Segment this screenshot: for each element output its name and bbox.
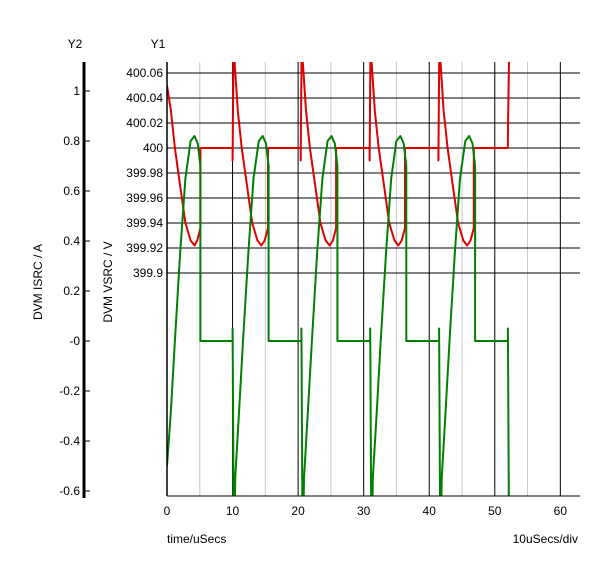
y1-tick-label: 400 — [143, 141, 163, 155]
x-tick-label: 0 — [164, 504, 171, 518]
axes: Y2 Y1 DVM ISRC / A DVM VSRC / V time/uSe… — [31, 37, 580, 546]
y1-axis-title: DVM VSRC / V — [101, 241, 115, 322]
series-layer — [167, 62, 510, 496]
y2-axis-name: Y2 — [68, 37, 83, 51]
y1-tick-label: 400.06 — [126, 66, 163, 80]
y2-tick-label: -0.6 — [59, 484, 80, 498]
grid — [166, 62, 580, 496]
y1-axis-name: Y1 — [151, 37, 166, 51]
y1-tick-label: 399.92 — [126, 241, 163, 255]
y1-tick-label: 399.96 — [126, 191, 163, 205]
x-axis-scale-label: 10uSecs/div — [513, 532, 578, 546]
y2-tick-label: 0.8 — [63, 134, 80, 148]
y1-tick-label: 399.98 — [126, 166, 163, 180]
y2-tick-label: -0 — [69, 334, 80, 348]
x-tick-label: 50 — [488, 504, 502, 518]
y2-tick-label: 0.4 — [63, 234, 80, 248]
y1-tick-label: 400.02 — [126, 116, 163, 130]
x-tick-label: 10 — [226, 504, 240, 518]
y2-tick-label: 1 — [73, 84, 80, 98]
series-line-red — [167, 62, 510, 247]
series-line-green — [167, 135, 510, 496]
y2-tick-label: -0.4 — [59, 434, 80, 448]
y1-tick-label: 399.94 — [126, 216, 163, 230]
y2-tick-label: 0.6 — [63, 184, 80, 198]
x-tick-label: 60 — [554, 504, 568, 518]
x-tick-label: 40 — [423, 504, 437, 518]
y2-axis-title: DVM ISRC / A — [31, 244, 45, 320]
x-tick-label: 20 — [291, 504, 305, 518]
y1-tick-label: 400.04 — [126, 91, 163, 105]
y2-tick-label: 0.2 — [63, 284, 80, 298]
x-tick-label: 30 — [357, 504, 371, 518]
y1-tick-label: 399.9 — [133, 266, 163, 280]
y2-tick-label: -0.2 — [59, 384, 80, 398]
x-axis-title: time/uSecs — [167, 532, 226, 546]
